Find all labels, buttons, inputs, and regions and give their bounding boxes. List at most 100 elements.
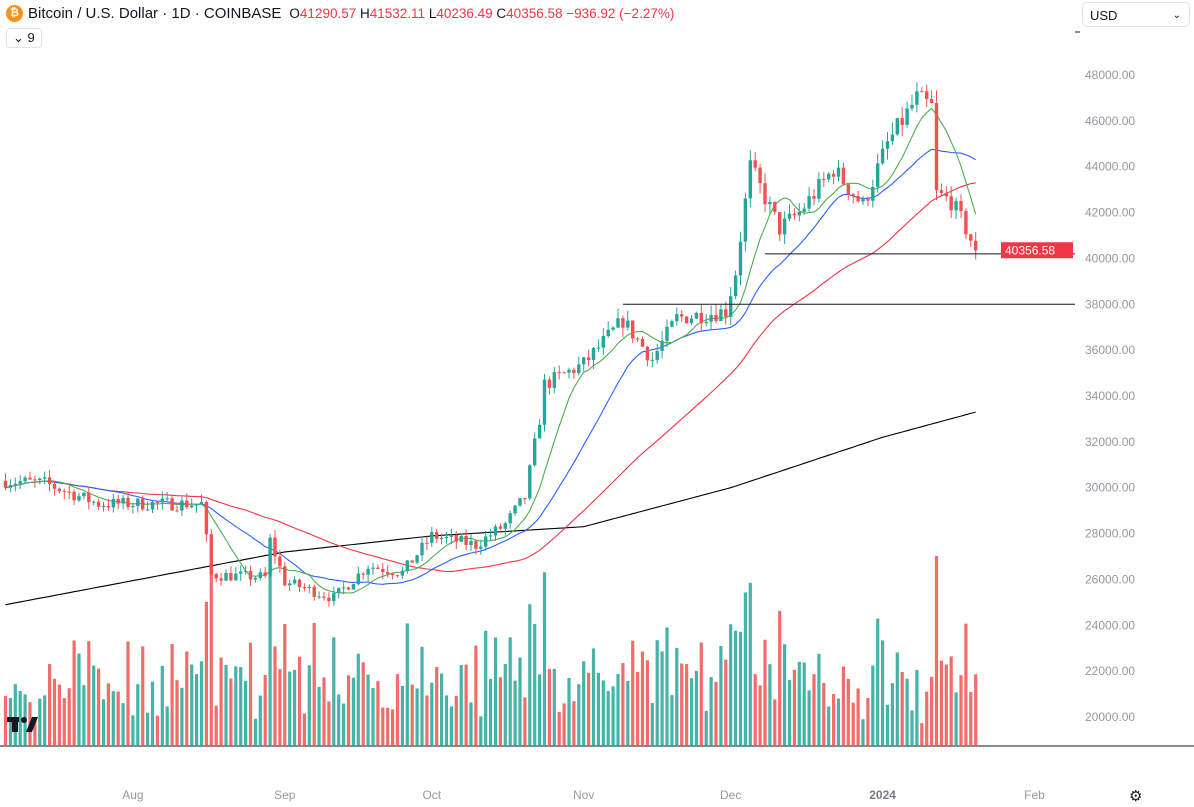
candle-body (680, 314, 684, 317)
candle-body (577, 364, 581, 374)
volume-bar (449, 706, 453, 746)
candle-body (239, 571, 243, 574)
candle-body (797, 211, 801, 216)
volume-bar (719, 645, 723, 746)
volume-bar (38, 698, 42, 746)
volume-bar (425, 695, 429, 746)
indicators-toggle-button[interactable]: ⌄ 9 (6, 28, 42, 48)
x-tick-label: Dec (720, 788, 741, 802)
candle-body (508, 513, 512, 524)
candle-body (38, 478, 42, 481)
candle-body (699, 312, 703, 324)
symbol-title[interactable]: Bitcoin / U.S. Dollar · 1D · COINBASE (28, 5, 282, 22)
candle-body (817, 179, 821, 199)
volume-bar (410, 684, 414, 746)
volume-bar (836, 698, 841, 746)
volume-bar (582, 661, 586, 746)
volume-bar (297, 656, 302, 746)
candle-body (974, 240, 978, 251)
candle-body (729, 296, 733, 317)
volume-bar (503, 664, 507, 746)
volume-bar (332, 637, 336, 746)
volume-bar (567, 677, 571, 746)
candle-body (82, 492, 86, 497)
volume-bar (753, 674, 757, 746)
bitcoin-icon: ₿ (6, 5, 23, 22)
low-label: L (428, 6, 437, 21)
candle-body (841, 167, 846, 185)
currency-label: USD (1090, 8, 1118, 23)
candle-body (616, 318, 620, 328)
volume-bar (239, 667, 243, 746)
currency-select[interactable]: USD ⌄ (1082, 2, 1190, 27)
candle-body (743, 198, 748, 242)
candle-body (484, 536, 488, 547)
candle-body (934, 102, 939, 191)
volume-bar (92, 665, 96, 746)
volume-bar (415, 688, 419, 746)
volume-bar (273, 646, 277, 746)
volume-bar (846, 678, 850, 746)
candle-body (645, 346, 650, 361)
volume-bar (900, 671, 904, 746)
y-tick-label: 38000.00 (1085, 297, 1135, 311)
volume-bar (552, 668, 556, 746)
candle-body (866, 199, 870, 201)
candle-body (547, 379, 552, 388)
volume-bar (101, 699, 106, 746)
volume-bar (533, 623, 537, 746)
candle-body (670, 321, 674, 327)
close-label: C (496, 6, 507, 21)
volume-bar (342, 703, 346, 746)
volume-bar (440, 673, 444, 746)
candle-body (498, 526, 503, 529)
candle-body (802, 208, 806, 212)
volume-bar (758, 685, 762, 746)
volume-bar (591, 648, 596, 746)
candle-body (591, 348, 596, 360)
volume-bar (508, 637, 512, 746)
volume-bar (528, 604, 532, 746)
candle-body (949, 196, 953, 211)
volume-bar (395, 674, 400, 746)
low-value: 40236.49 (436, 6, 493, 21)
volume-bar (464, 664, 468, 746)
candle-body (493, 526, 498, 536)
volume-bar (386, 707, 390, 746)
candle-body (194, 503, 199, 506)
candle-body (773, 201, 777, 213)
candle-body (969, 234, 973, 241)
candle-body (724, 309, 728, 317)
candle-body (635, 338, 640, 340)
volume-bar (121, 703, 125, 746)
volume-bar (72, 640, 76, 746)
candle-body (954, 201, 958, 211)
candle-body (175, 510, 179, 512)
gear-icon[interactable]: ⚙ (1129, 788, 1143, 805)
candle-body (258, 572, 262, 578)
candle-body (435, 532, 439, 539)
candle-body (190, 505, 194, 508)
candle-body (533, 438, 537, 466)
candle-body (126, 497, 130, 508)
volume-bar (400, 685, 404, 746)
candle-body (248, 570, 253, 580)
candle-body (758, 167, 762, 184)
candle-body (155, 502, 160, 504)
candle-body (631, 320, 635, 339)
volume-bar (346, 675, 351, 746)
change-value: −936.92 (−2.27%) (566, 6, 675, 21)
volume-bar (13, 684, 17, 746)
candle-body (322, 596, 326, 598)
volume-bar (797, 661, 801, 746)
candle-body (822, 179, 826, 181)
candle-body (964, 211, 968, 235)
volume-bar (136, 684, 140, 746)
candle-body (827, 173, 831, 180)
candle-body (8, 485, 13, 488)
volume-bar (52, 678, 57, 746)
x-tick-label: Sep (274, 788, 296, 802)
candle-body (606, 329, 610, 337)
volume-bar (783, 644, 787, 746)
